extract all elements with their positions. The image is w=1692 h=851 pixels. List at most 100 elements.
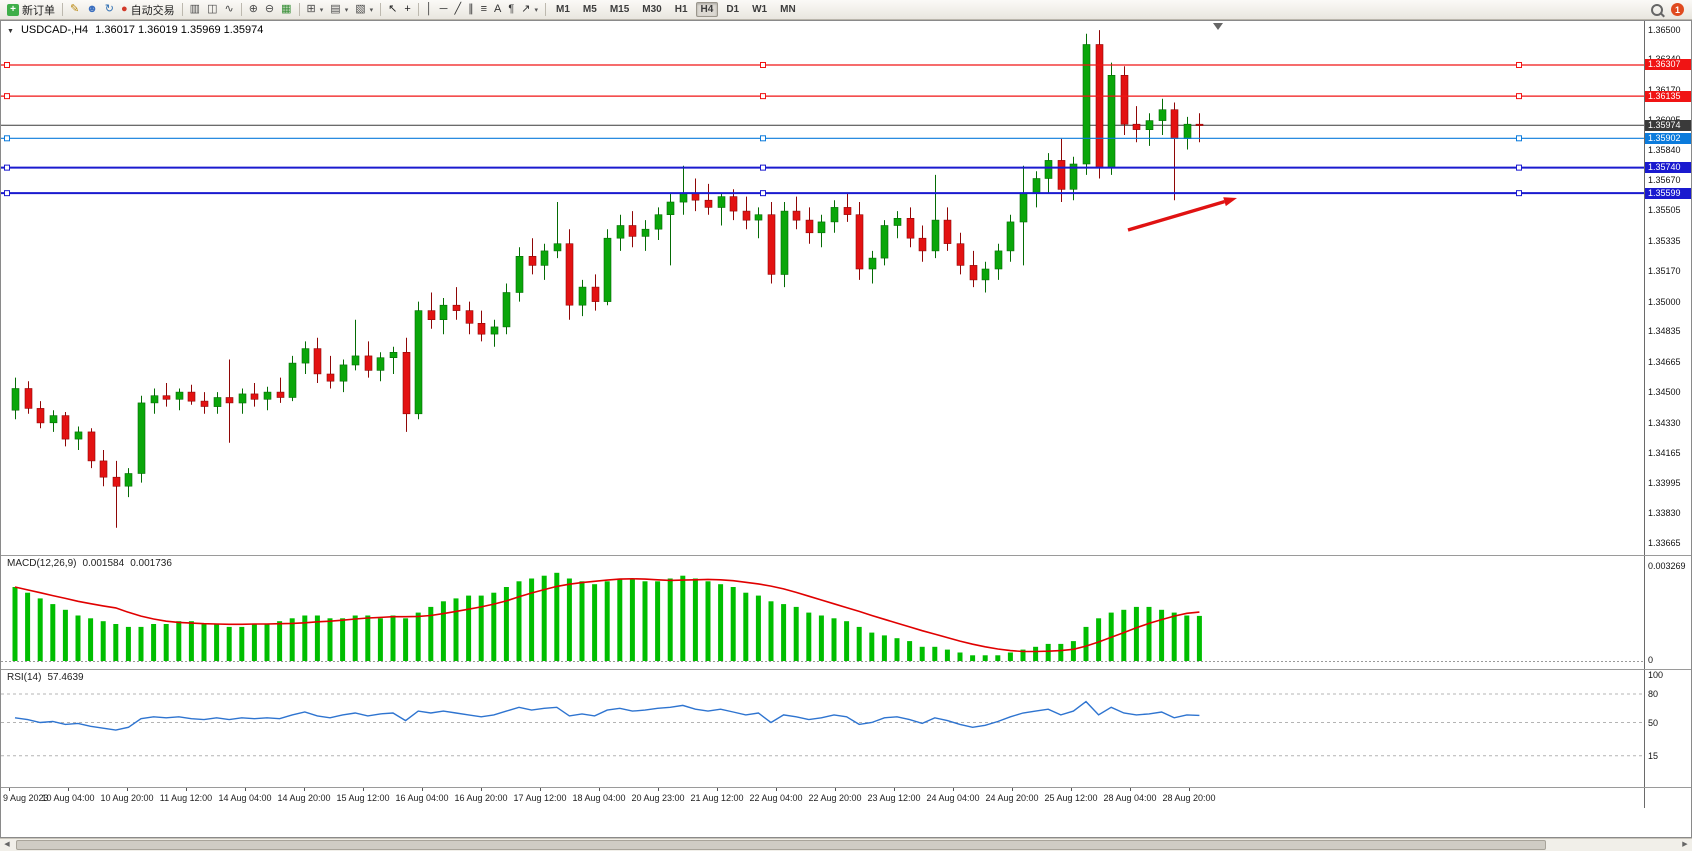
horizontal-line-button[interactable]: ─	[437, 1, 451, 18]
dropdown-caret-icon: ▾	[344, 6, 349, 14]
timeframe-m15[interactable]: M15	[609, 4, 630, 15]
macd-label: MACD(12,26,9) 0.001584 0.001736	[7, 558, 172, 569]
macd-value-signal: 0.001736	[130, 558, 172, 569]
text-button[interactable]: A	[491, 1, 504, 18]
price-tick: 1.35840	[1648, 144, 1681, 155]
candle-chart-button[interactable]: ◫	[204, 1, 220, 18]
time-label: 22 Aug 20:00	[808, 793, 862, 803]
timeframe-m30[interactable]: M30	[642, 4, 662, 15]
time-axis[interactable]: 9 Aug 2023 10 Aug 04:00 10 Aug 20:00 11 Aug…	[1, 788, 1644, 808]
chart-window: USDCAD-,H4 1.36017 1.36019 1.35969 1.359…	[0, 20, 1692, 838]
fibonacci-button[interactable]: ≡	[478, 1, 490, 18]
new-chart-button[interactable]: ⊞ ▾	[304, 1, 327, 18]
time-label: 28 Aug 04:00	[1103, 793, 1157, 803]
person-icon: ☻	[86, 3, 98, 15]
community-button[interactable]: ☻	[83, 1, 101, 18]
line-handle	[760, 61, 766, 68]
rsi-label: RSI(14) 57.4639	[7, 672, 84, 683]
new-order-button[interactable]: + 新订单	[4, 1, 58, 18]
timeframe-w1[interactable]: W1	[752, 4, 768, 15]
price-tick: 1.35670	[1648, 175, 1681, 186]
scroll-left-icon[interactable]	[0, 839, 14, 851]
time-label: 18 Aug 04:00	[572, 793, 626, 803]
toolbar-right: 1	[1651, 3, 1688, 16]
macd-histogram	[12, 572, 1202, 661]
trendline-button[interactable]: ╱	[451, 1, 464, 18]
scroll-right-icon[interactable]	[1678, 839, 1692, 851]
time-tick	[304, 788, 305, 791]
toolbar-separator	[545, 3, 546, 16]
time-tick	[540, 788, 541, 791]
search-icon[interactable]	[1651, 3, 1663, 16]
arrow-annotation-head	[1223, 197, 1237, 207]
vline-icon: │	[425, 3, 433, 15]
rsi-axis-tick: 15	[1648, 750, 1659, 761]
refresh-button[interactable]: ↻	[102, 1, 117, 18]
scrollbar-thumb[interactable]	[16, 840, 1546, 850]
notifications-badge[interactable]: 1	[1671, 3, 1684, 16]
line-handle	[1516, 135, 1522, 142]
price-line-tag: 1.35902	[1645, 132, 1691, 144]
line-handle	[4, 164, 10, 171]
line-handle	[1516, 61, 1522, 68]
tile-windows-button[interactable]: ▦	[278, 1, 294, 18]
arrows-button[interactable]: ↗ ▾	[518, 1, 541, 18]
macd-chart	[1, 572, 1644, 662]
rsi-axis[interactable]: 100 80 50 15	[1644, 670, 1691, 787]
timeframe-m1[interactable]: M1	[556, 4, 570, 15]
timeframe-h4[interactable]: H4	[695, 2, 719, 17]
bar-chart-button[interactable]: ▥	[187, 1, 203, 18]
toolbar-separator	[181, 3, 183, 16]
toolbar-items: + 新订单 ✎ ☻ ↻ ● 自动交易 ▥ ◫ ∿ ⊕ ⊖ ▦ ⊞ ▾ ▤ ▾ ▧ ▾ ↖ + │ ─ ╱ ∥ ≡ A ¶ ↗ ▾	[4, 1, 549, 18]
chart-menu-icon[interactable]	[7, 24, 14, 36]
vertical-line-button[interactable]: │	[423, 1, 436, 18]
time-label: 14 Aug 04:00	[218, 793, 272, 803]
horizontal-scrollbar[interactable]	[0, 838, 1692, 851]
zoom-out-button[interactable]: ⊖	[262, 1, 277, 18]
price-line-tag: 1.36307	[1645, 59, 1691, 71]
candles-layer	[11, 30, 1204, 528]
toolbar-separator	[417, 3, 419, 16]
zoom-in-button[interactable]: ⊕	[246, 1, 261, 18]
time-tick	[953, 788, 954, 791]
timeframe-mn[interactable]: MN	[780, 4, 796, 15]
time-label: 23 Aug 12:00	[867, 793, 921, 803]
time-label: 9 Aug 2023	[3, 793, 49, 803]
timeframe-h1[interactable]: H1	[674, 4, 688, 15]
dropdown-caret-icon: ▾	[319, 6, 324, 14]
zoom-out-icon: ⊖	[264, 3, 275, 15]
panel-separator[interactable]	[1, 787, 1691, 788]
label-button[interactable]: ¶	[505, 1, 517, 18]
templates-button[interactable]: ▧ ▾	[352, 1, 376, 18]
macd-plot[interactable]: MACD(12,26,9) 0.001584 0.001736	[1, 556, 1644, 669]
time-tick	[776, 788, 777, 791]
panel-separator[interactable]	[1, 555, 1691, 556]
macd-axis[interactable]: 0.003269 0	[1644, 556, 1691, 669]
time-label: 20 Aug 23:00	[631, 793, 685, 803]
price-axis[interactable]: 1.36500 1.36340 1.36170 1.36005 1.35840 1.356…	[1644, 21, 1691, 555]
text-icon: A	[494, 3, 502, 15]
channel-button[interactable]: ∥	[465, 1, 477, 18]
time-label: 21 Aug 12:00	[690, 793, 744, 803]
crosshair-button[interactable]: +	[401, 1, 413, 18]
styler-button[interactable]: ✎	[67, 1, 82, 18]
time-tick	[245, 788, 246, 791]
rsi-plot[interactable]: RSI(14) 57.4639	[1, 670, 1644, 787]
time-tick	[1012, 788, 1013, 791]
timeframe-d1[interactable]: D1	[726, 4, 740, 15]
cursor-icon: ↖	[388, 3, 398, 15]
auto-trading-button-label: 自动交易	[130, 4, 175, 17]
profiles-button[interactable]: ▤ ▾	[327, 1, 351, 18]
time-axis-panel: 9 Aug 2023 10 Aug 04:00 10 Aug 20:00 11 Aug…	[1, 788, 1691, 808]
main-chart-plot[interactable]: USDCAD-,H4 1.36017 1.36019 1.35969 1.359…	[1, 21, 1644, 555]
timeframe-m5[interactable]: M5	[582, 4, 597, 15]
cursor-button[interactable]: ↖	[385, 1, 400, 18]
panel-separator[interactable]	[1, 669, 1691, 670]
price-tick: 1.34500	[1648, 387, 1681, 398]
line-chart-button[interactable]: ∿	[221, 1, 236, 18]
toolbar-separator	[298, 3, 300, 16]
rsi-line	[14, 700, 1200, 731]
line-chart-icon: ∿	[224, 3, 234, 15]
chart-ohlc: 1.36017 1.36019 1.35969 1.35974	[95, 24, 264, 36]
auto-trading-button[interactable]: ● 自动交易	[118, 1, 178, 18]
